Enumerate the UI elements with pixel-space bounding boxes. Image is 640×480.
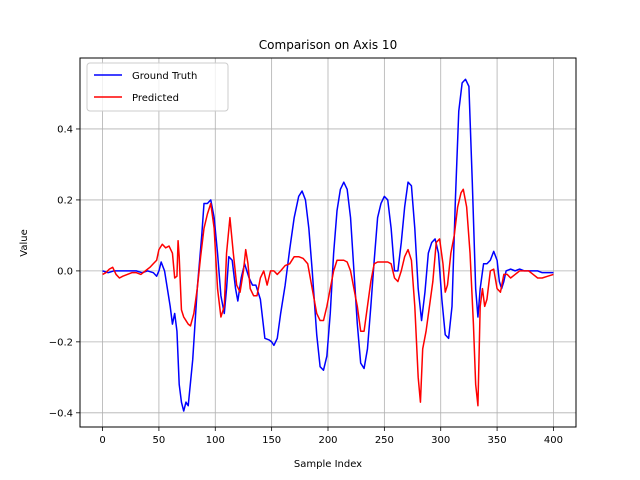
legend-label-ground-truth: Ground Truth (132, 71, 197, 82)
x-tick-label: 300 (431, 435, 450, 446)
x-tick-label: 400 (544, 435, 563, 446)
y-tick-label: 0.2 (57, 195, 73, 206)
y-tick-label: −0.2 (49, 337, 73, 348)
y-tick-label: 0.4 (57, 124, 73, 135)
x-tick-label: 50 (153, 435, 166, 446)
legend: Ground Truth Predicted (86, 62, 229, 112)
series-line-ground-truth (102, 78, 554, 412)
x-tick-label: 200 (318, 435, 337, 446)
x-tick-label: 150 (262, 435, 281, 446)
legend-label-predicted: Predicted (132, 93, 179, 104)
series-line-predicted (102, 188, 554, 407)
x-tick-label: 250 (375, 435, 394, 446)
y-axis-label: Value (19, 229, 30, 256)
legend-box (86, 62, 229, 112)
plot-series (102, 78, 554, 412)
x-tick-label: 0 (99, 435, 105, 446)
x-axis-label: Sample Index (294, 459, 362, 470)
y-tick-label: 0.0 (57, 266, 73, 277)
x-axis-ticks: 0 50 100 150 200 250 300 350 400 (99, 427, 563, 446)
y-axis-ticks: −0.4 −0.2 0.0 0.2 0.4 (49, 124, 80, 419)
x-tick-label: 350 (488, 435, 507, 446)
x-tick-label: 100 (206, 435, 225, 446)
chart-title: Comparison on Axis 10 (259, 38, 397, 52)
y-tick-label: −0.4 (49, 408, 73, 419)
